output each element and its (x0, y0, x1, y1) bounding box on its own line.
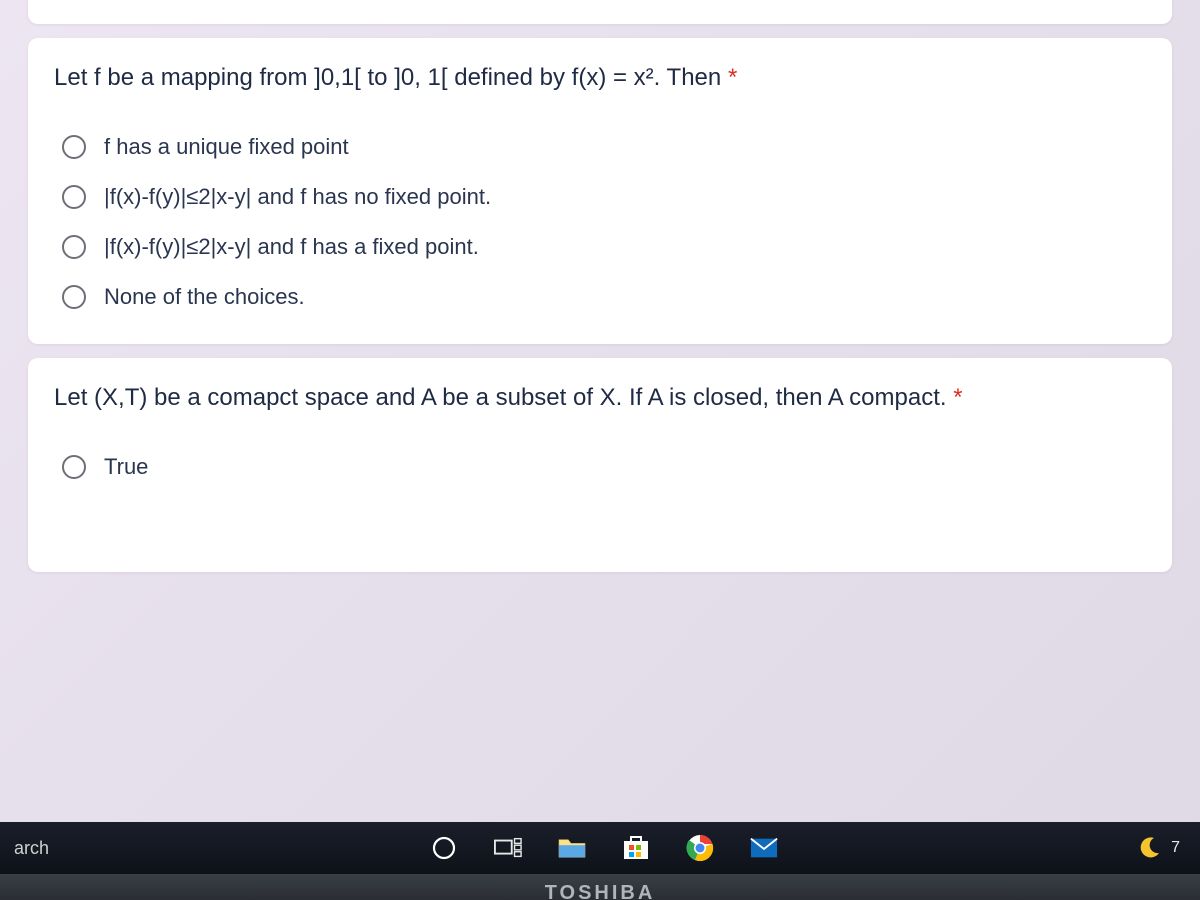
radio-button[interactable] (62, 135, 86, 159)
option-row[interactable]: None of the choices. (54, 272, 1146, 322)
required-star: * (728, 64, 737, 91)
laptop-brand: TOSHIBA (545, 882, 656, 900)
radio-button[interactable] (62, 285, 86, 309)
windows-taskbar: arch (0, 822, 1200, 874)
night-mode-icon[interactable] (1135, 834, 1163, 862)
option-has-fixed-point: |f(x)-f(y)|≤2|x-y| and f has a fixed poi… (104, 234, 479, 260)
radio-button[interactable] (62, 455, 86, 479)
file-explorer-icon[interactable] (558, 834, 586, 862)
option-row[interactable]: |f(x)-f(y)|≤2|x-y| and f has a fixed poi… (54, 222, 1146, 272)
taskview-icon[interactable] (494, 834, 522, 862)
laptop-bezel: TOSHIBA (0, 874, 1200, 900)
mail-icon[interactable] (750, 834, 778, 862)
form-viewport: False Let f be a mapping from ]0,1[ to ]… (0, 0, 1200, 900)
option-unique-fixed-point: f has a unique fixed point (104, 134, 349, 160)
question-text: Let (X,T) be a comapct space and A be a … (54, 384, 947, 411)
ms-store-icon[interactable] (622, 834, 650, 862)
option-none: None of the choices. (104, 284, 305, 310)
system-tray: 7 (1135, 834, 1190, 862)
question-card-mapping: Let f be a mapping from ]0,1[ to ]0, 1[ … (28, 38, 1172, 344)
radio-button[interactable] (62, 185, 86, 209)
question-card-compact: Let (X,T) be a comapct space and A be a … (28, 358, 1172, 572)
chrome-icon[interactable] (686, 834, 714, 862)
question-title: Let (X,T) be a comapct space and A be a … (54, 380, 1146, 416)
taskbar-search-text[interactable]: arch (10, 838, 370, 859)
question-title: Let f be a mapping from ]0,1[ to ]0, 1[ … (54, 60, 1146, 96)
cortana-icon[interactable] (430, 834, 458, 862)
option-row[interactable]: False (54, 0, 1146, 2)
question-card-prev: False (28, 0, 1172, 24)
tray-time-partial[interactable]: 7 (1171, 839, 1180, 857)
radio-button[interactable] (62, 235, 86, 259)
option-no-fixed-point: |f(x)-f(y)|≤2|x-y| and f has no fixed po… (104, 184, 491, 210)
option-label-true: True (104, 454, 148, 480)
question-text: Let f be a mapping from ]0,1[ to ]0, 1[ … (54, 64, 721, 91)
option-row[interactable]: f has a unique fixed point (54, 122, 1146, 172)
option-row[interactable]: True (54, 442, 1146, 492)
option-row[interactable]: |f(x)-f(y)|≤2|x-y| and f has no fixed po… (54, 172, 1146, 222)
required-star: * (953, 384, 962, 411)
taskbar-icons (430, 834, 778, 862)
